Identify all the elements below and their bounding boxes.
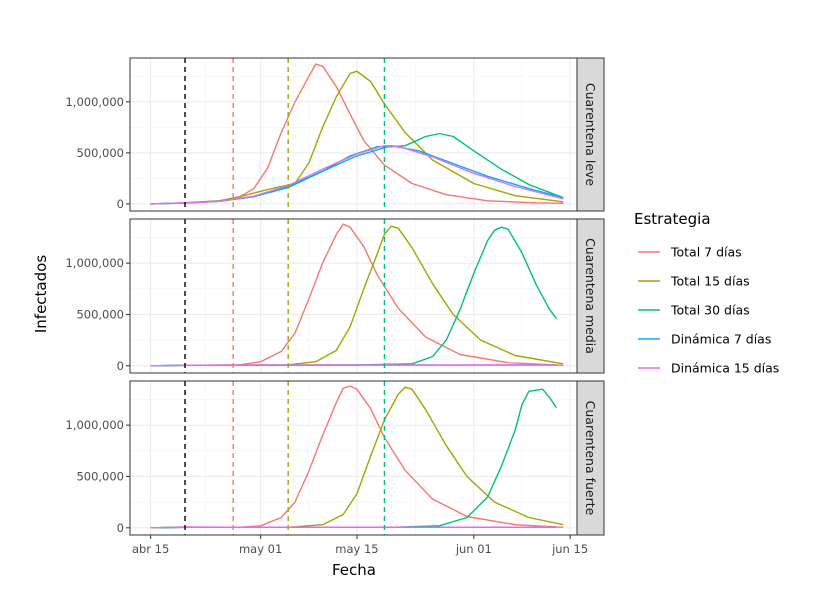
facet-strip — [576, 380, 605, 536]
y-tick-label: 0 — [117, 197, 124, 211]
series-line — [150, 526, 557, 529]
legend-label: Dinámica 7 días — [671, 332, 771, 347]
y-axis-label: Infectados — [32, 255, 50, 333]
series-line — [150, 145, 564, 205]
series-line — [150, 364, 557, 367]
x-tick-label: may 01 — [239, 542, 282, 556]
series-line — [150, 70, 564, 205]
facet-strip — [576, 218, 605, 374]
y-tick-label: 500,000 — [76, 146, 124, 160]
series-line — [150, 63, 564, 205]
legend: Estrategia Total 7 días Total 15 días Tota… — [634, 210, 779, 376]
y-tick-label: 1,000,000 — [65, 256, 124, 270]
legend-label: Total 15 días — [670, 274, 750, 289]
legend-title: Estrategia — [634, 210, 711, 228]
panel-background — [130, 58, 577, 211]
panel-background — [130, 219, 577, 373]
facet-strip-label: Cuarentena media — [583, 238, 598, 354]
panel-background — [130, 381, 577, 535]
panels-layer: 0 500,000 1,000,000 Cuarentena leve 0 500,000… — [65, 57, 605, 536]
series-line — [150, 223, 564, 367]
y-tick-label: 500,000 — [76, 469, 124, 483]
series-line — [150, 225, 564, 367]
facet-strip-label: Cuarentena leve — [583, 83, 598, 186]
x-tick-label: jun 15 — [551, 542, 588, 556]
panel-1: 0 500,000 1,000,000 Cuarentena leve — [65, 57, 605, 212]
x-axis: abr 15 may 01 may 15 jun 01 jun 15 — [132, 535, 588, 556]
facet-strip-label: Cuarentena fuerte — [583, 401, 598, 516]
x-axis-label: Fecha — [332, 561, 376, 579]
legend-label: Dinámica 15 días — [671, 361, 779, 376]
y-tick-label: 0 — [117, 521, 124, 535]
legend-label: Total 30 días — [670, 303, 750, 318]
y-tick-label: 0 — [117, 359, 124, 373]
x-tick-label: jun 01 — [455, 542, 492, 556]
x-tick-label: may 15 — [335, 542, 378, 556]
x-tick-label: abr 15 — [132, 542, 169, 556]
panel-3: 0 500,000 1,000,000 Cuarentena fuerte — [65, 380, 605, 536]
legend-label: Total 7 días — [670, 245, 742, 260]
y-tick-label: 1,000,000 — [65, 418, 124, 432]
facet-strip — [576, 57, 605, 212]
series-line — [150, 386, 564, 529]
panel-2: 0 500,000 1,000,000 Cuarentena media — [65, 218, 605, 374]
y-tick-label: 500,000 — [76, 307, 124, 321]
y-tick-label: 1,000,000 — [65, 95, 124, 109]
series-line — [150, 385, 564, 529]
